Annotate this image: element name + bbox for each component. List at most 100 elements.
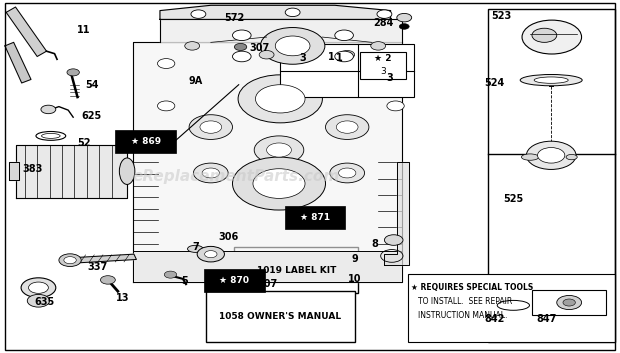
Text: 284: 284 bbox=[373, 18, 393, 28]
Circle shape bbox=[59, 254, 81, 267]
Circle shape bbox=[64, 257, 76, 264]
Circle shape bbox=[260, 28, 325, 64]
Circle shape bbox=[67, 69, 79, 76]
Circle shape bbox=[191, 10, 206, 18]
Text: 3: 3 bbox=[380, 67, 386, 76]
Text: 1058 OWNER'S MANUAL: 1058 OWNER'S MANUAL bbox=[219, 312, 341, 321]
Bar bbox=[115, 130, 176, 152]
Ellipse shape bbox=[520, 74, 582, 86]
Text: 7: 7 bbox=[192, 242, 198, 252]
Circle shape bbox=[340, 50, 355, 59]
Circle shape bbox=[397, 13, 412, 22]
Text: 8: 8 bbox=[371, 239, 379, 249]
Bar bbox=[360, 52, 407, 79]
Ellipse shape bbox=[534, 77, 568, 83]
Circle shape bbox=[557, 295, 582, 310]
Bar bbox=[133, 251, 402, 282]
Text: 9: 9 bbox=[352, 255, 358, 264]
Text: 383: 383 bbox=[22, 164, 42, 174]
Circle shape bbox=[202, 168, 219, 178]
Circle shape bbox=[336, 121, 358, 133]
Text: 337: 337 bbox=[88, 262, 108, 271]
Circle shape bbox=[267, 143, 291, 157]
Circle shape bbox=[193, 163, 228, 183]
Polygon shape bbox=[133, 42, 402, 282]
Circle shape bbox=[275, 36, 310, 56]
Polygon shape bbox=[384, 162, 409, 265]
Circle shape bbox=[253, 169, 305, 198]
Circle shape bbox=[29, 282, 48, 293]
Bar bbox=[204, 269, 265, 292]
Text: ★ 869: ★ 869 bbox=[131, 137, 161, 146]
Circle shape bbox=[330, 163, 365, 183]
Text: ★ REQUIRES SPECIAL TOOLS: ★ REQUIRES SPECIAL TOOLS bbox=[411, 283, 533, 292]
Bar bbox=[280, 44, 414, 97]
Circle shape bbox=[189, 115, 232, 139]
Text: 306: 306 bbox=[218, 232, 238, 241]
Text: ★ 870: ★ 870 bbox=[219, 276, 249, 285]
Text: 625: 625 bbox=[82, 112, 102, 121]
Circle shape bbox=[197, 246, 224, 262]
Text: INSTRUCTION MANUAL.: INSTRUCTION MANUAL. bbox=[418, 311, 508, 321]
Text: 54: 54 bbox=[85, 80, 99, 90]
Text: TO INSTALL.  SEE REPAIR: TO INSTALL. SEE REPAIR bbox=[418, 297, 513, 306]
Text: ★ 2: ★ 2 bbox=[374, 54, 392, 64]
Polygon shape bbox=[160, 5, 391, 19]
Text: 525: 525 bbox=[503, 195, 523, 204]
Circle shape bbox=[335, 51, 353, 62]
Circle shape bbox=[164, 271, 177, 278]
Text: 524: 524 bbox=[485, 78, 505, 88]
Circle shape bbox=[21, 278, 56, 298]
Text: 572: 572 bbox=[224, 13, 244, 23]
Text: 3: 3 bbox=[299, 53, 306, 63]
Circle shape bbox=[339, 168, 356, 178]
Text: 5: 5 bbox=[182, 276, 188, 286]
Ellipse shape bbox=[42, 133, 60, 138]
Text: 1: 1 bbox=[337, 53, 343, 63]
Text: 9A: 9A bbox=[188, 76, 202, 86]
Circle shape bbox=[387, 59, 404, 68]
Text: 52: 52 bbox=[77, 138, 91, 148]
Circle shape bbox=[384, 235, 403, 245]
Text: 11: 11 bbox=[77, 25, 91, 35]
Circle shape bbox=[200, 121, 222, 133]
Bar bbox=[285, 205, 345, 229]
Circle shape bbox=[285, 8, 300, 17]
Circle shape bbox=[157, 101, 175, 111]
Circle shape bbox=[232, 157, 326, 210]
Ellipse shape bbox=[521, 154, 539, 160]
Circle shape bbox=[399, 24, 409, 29]
Circle shape bbox=[335, 30, 353, 41]
Text: 635: 635 bbox=[35, 297, 55, 307]
Text: 1019 LABEL KIT: 1019 LABEL KIT bbox=[257, 265, 336, 275]
Circle shape bbox=[326, 115, 369, 139]
Circle shape bbox=[157, 59, 175, 68]
Bar bbox=[206, 291, 355, 342]
Text: eReplacementParts.com: eReplacementParts.com bbox=[132, 169, 339, 184]
Polygon shape bbox=[9, 162, 19, 180]
Polygon shape bbox=[5, 42, 31, 83]
Text: 1: 1 bbox=[329, 52, 335, 62]
Polygon shape bbox=[6, 7, 47, 56]
Bar bbox=[488, 9, 615, 342]
Circle shape bbox=[526, 141, 576, 169]
Text: 847: 847 bbox=[537, 315, 557, 324]
Circle shape bbox=[563, 299, 575, 306]
Ellipse shape bbox=[187, 245, 203, 252]
Ellipse shape bbox=[566, 154, 577, 160]
Circle shape bbox=[532, 28, 557, 42]
Circle shape bbox=[254, 136, 304, 164]
Circle shape bbox=[377, 10, 392, 18]
Text: ★ 871: ★ 871 bbox=[300, 213, 330, 222]
Circle shape bbox=[522, 20, 582, 54]
Circle shape bbox=[232, 51, 251, 62]
Text: 307: 307 bbox=[249, 43, 269, 53]
Text: 13: 13 bbox=[116, 293, 130, 303]
Ellipse shape bbox=[119, 158, 135, 184]
Circle shape bbox=[255, 85, 305, 113]
Circle shape bbox=[185, 42, 200, 50]
Circle shape bbox=[234, 43, 247, 50]
Polygon shape bbox=[160, 19, 402, 42]
Circle shape bbox=[27, 294, 50, 307]
Circle shape bbox=[100, 276, 115, 284]
